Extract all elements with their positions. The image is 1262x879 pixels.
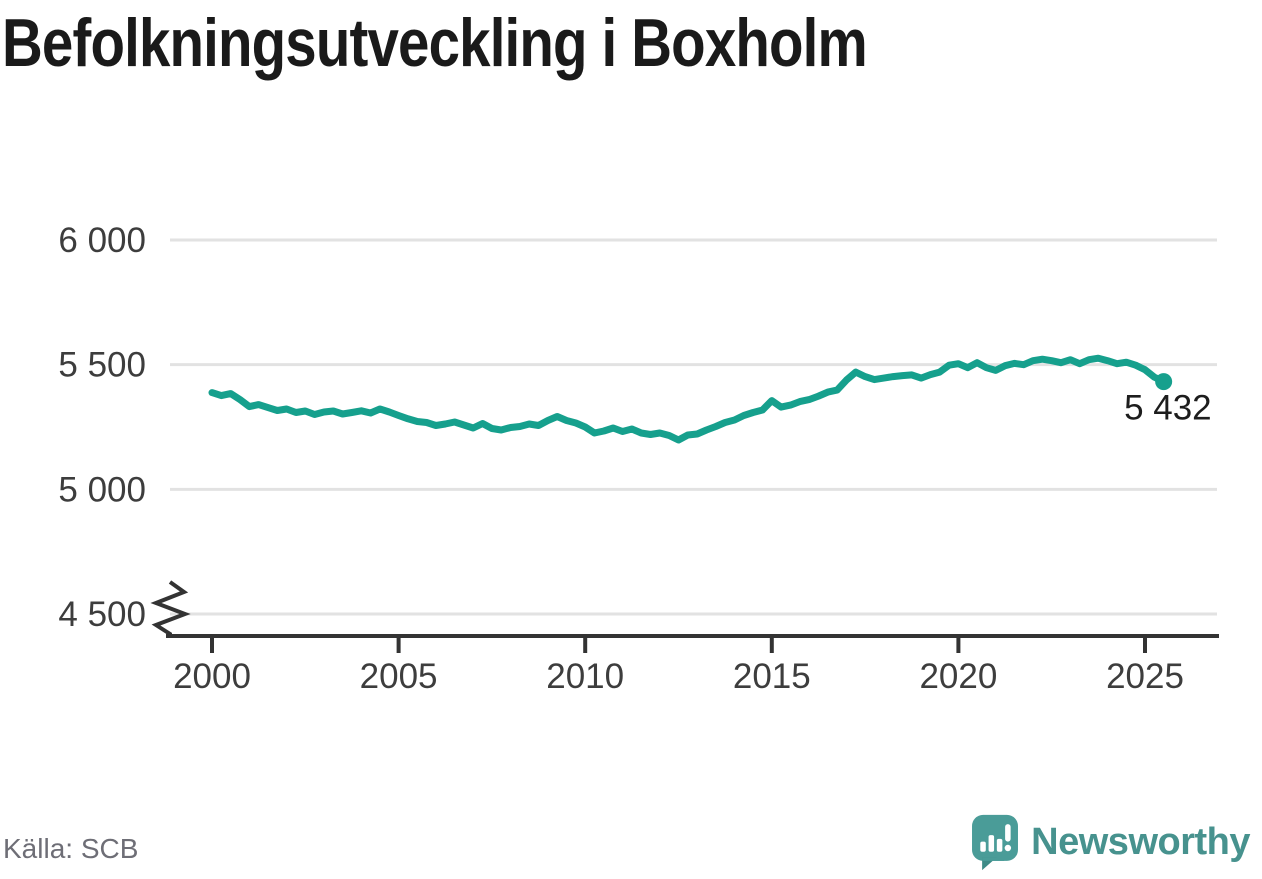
x-tick-label: 2010: [546, 657, 624, 696]
axis-break-icon: [150, 580, 191, 638]
y-tick-label: 6 000: [58, 221, 146, 260]
x-tick-label: 2005: [360, 657, 438, 696]
newsworthy-bubble-chart-icon: [972, 814, 1019, 871]
page-title: Befolkningsutveckling i Boxholm: [2, 5, 868, 81]
last-value-label: 5 432: [1124, 389, 1212, 428]
x-tick-label: 2020: [919, 657, 997, 696]
last-point-marker: [1155, 373, 1173, 391]
population-line: [208, 354, 1168, 444]
y-tick-label: 5 000: [58, 470, 146, 509]
newsworthy-logo: Newsworthy: [971, 814, 1250, 871]
source-label: Källa: SCB: [3, 833, 139, 864]
y-tick-label: 4 500: [58, 595, 146, 634]
logo-wordmark: Newsworthy: [1031, 821, 1250, 863]
y-tick-label: 5 500: [58, 346, 146, 385]
x-tick-label: 2015: [733, 657, 811, 696]
x-tick-label: 2025: [1106, 657, 1184, 696]
x-tick-label: 2000: [173, 657, 251, 696]
